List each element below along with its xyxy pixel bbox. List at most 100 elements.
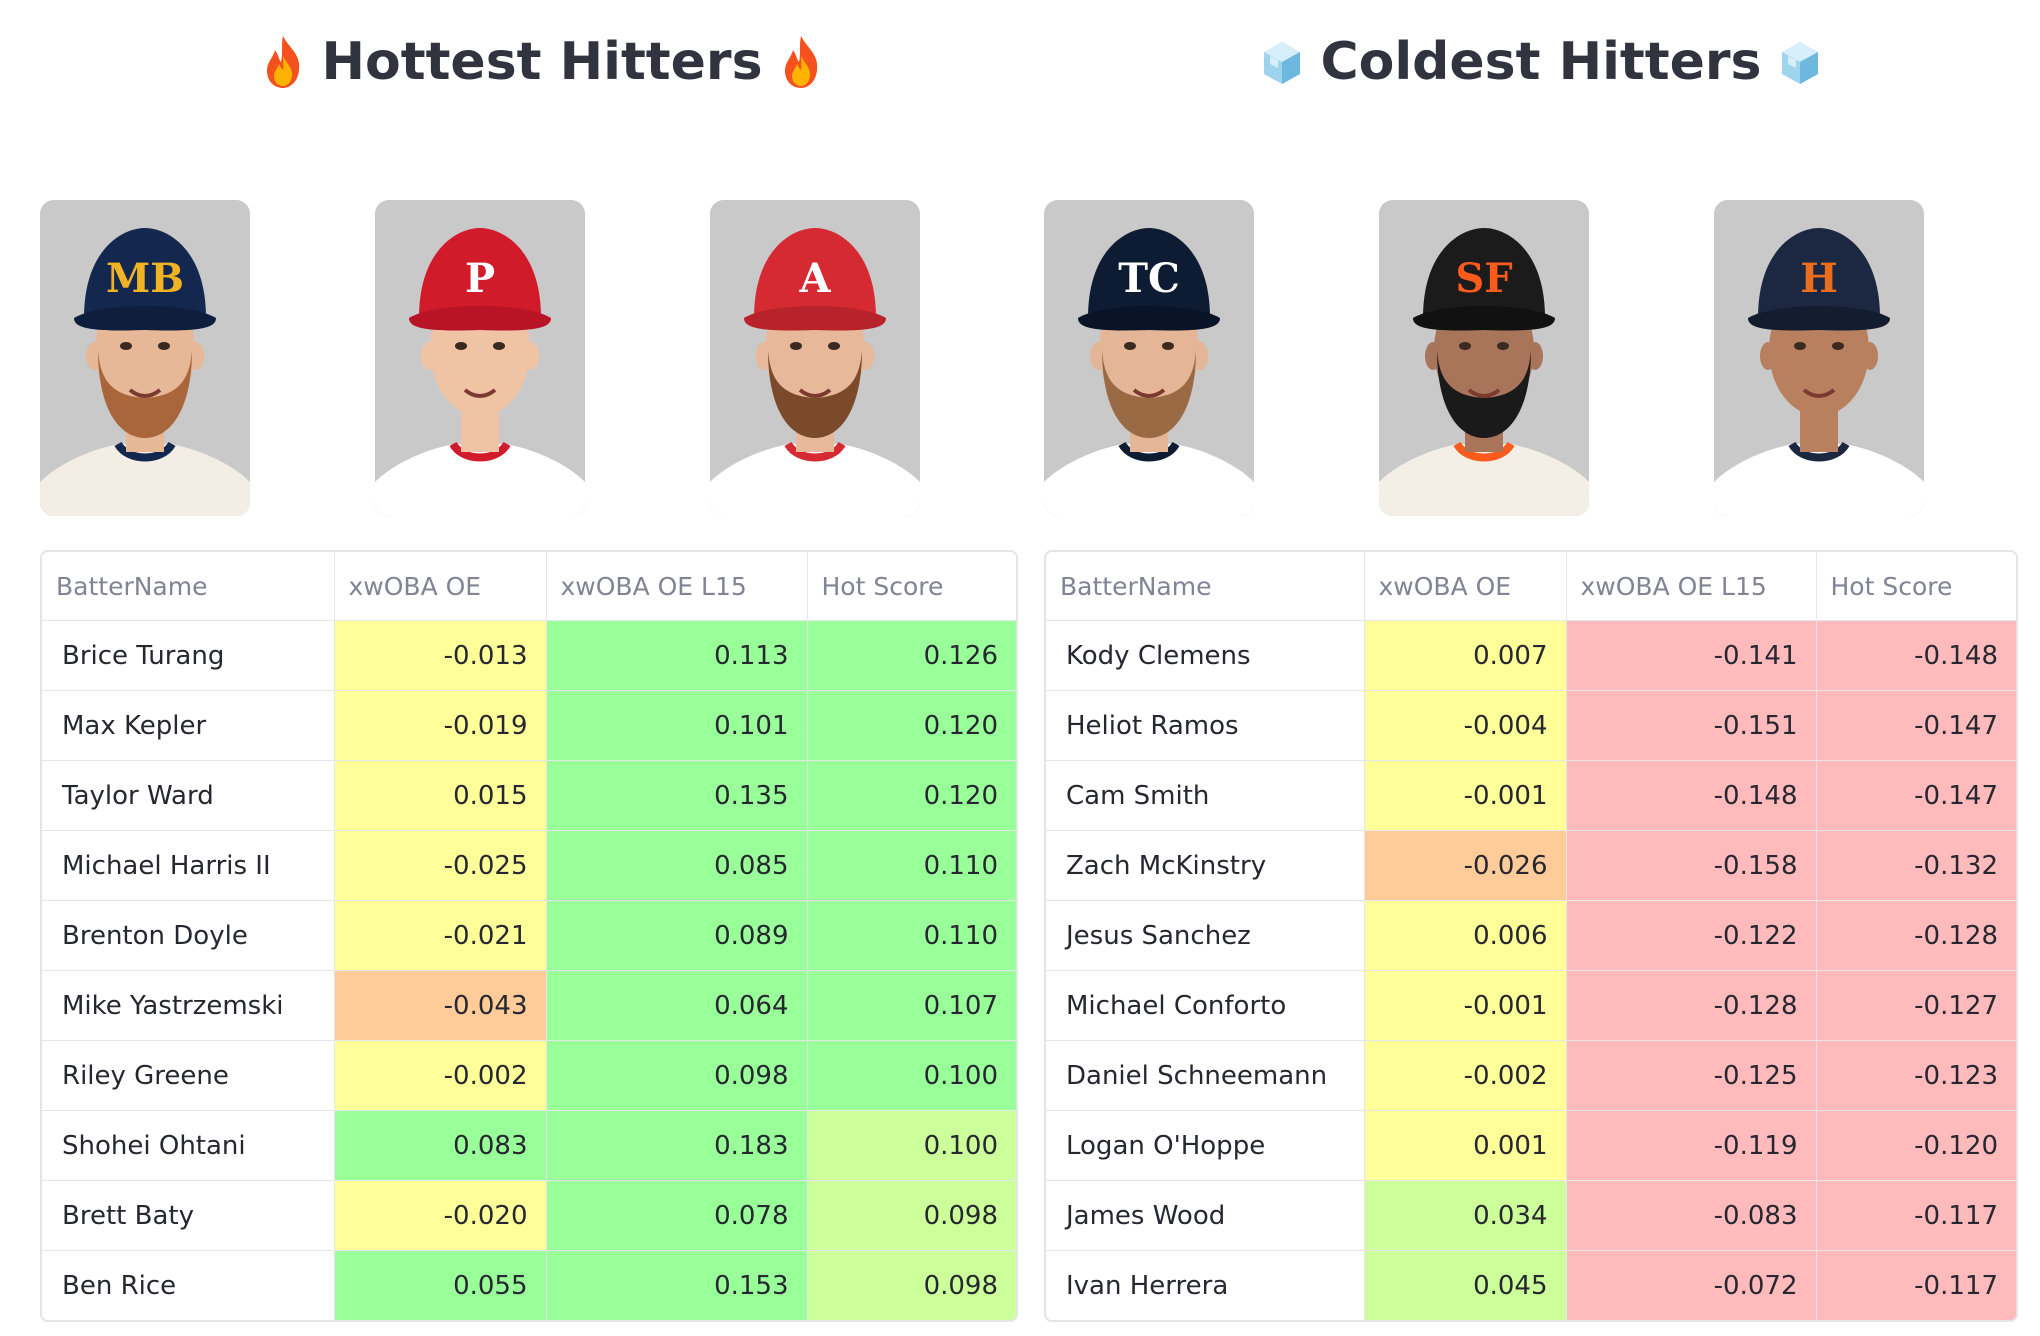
value-cell: -0.025 [334,830,547,901]
player-photo-svg: TC [1044,200,1254,516]
batter-name-cell: Ben Rice [42,1250,335,1320]
player-headshot: TC [1044,200,1254,516]
column-header[interactable]: BatterName [1046,552,1365,621]
value-cell: 0.045 [1364,1250,1567,1320]
value-cell: -0.148 [1566,760,1817,831]
value-cell: -0.151 [1566,690,1817,761]
batter-name-cell: Daniel Schneemann [1046,1040,1365,1111]
value-cell: 0.135 [546,760,808,831]
value-cell: 0.089 [546,900,808,971]
value-cell: -0.141 [1566,620,1817,691]
value-cell: 0.107 [807,970,1016,1041]
table-row[interactable]: Brett Baty -0.020 0.078 0.098 [42,1180,1016,1251]
value-cell: 0.078 [546,1180,808,1251]
batter-name-cell: Kody Clemens [1046,620,1365,691]
player-headshot: SF [1379,200,1589,516]
batter-name-cell: Shohei Ohtani [42,1110,335,1181]
table-row[interactable]: Logan O'Hoppe 0.001 -0.119 -0.120 [1046,1110,2016,1181]
table-row[interactable]: Brice Turang -0.013 0.113 0.126 [42,620,1016,691]
value-cell: -0.119 [1566,1110,1817,1181]
column-header[interactable]: Hot Score [807,552,1016,621]
table-row[interactable]: Max Kepler -0.019 0.101 0.120 [42,690,1016,761]
value-cell: 0.098 [807,1250,1016,1320]
value-cell: 0.126 [807,620,1016,691]
value-cell: -0.128 [1816,900,2016,971]
table-row[interactable]: Taylor Ward 0.015 0.135 0.120 [42,760,1016,831]
value-cell: -0.072 [1566,1250,1817,1320]
column-header[interactable]: xwOBA OE L15 [1566,552,1817,621]
table-row[interactable]: Ivan Herrera 0.045 -0.072 -0.117 [1046,1250,2016,1320]
batter-name-cell: Brice Turang [42,620,335,691]
value-cell: -0.001 [1364,970,1567,1041]
value-cell: -0.128 [1566,970,1817,1041]
value-cell: -0.026 [1364,830,1567,901]
table-row[interactable]: James Wood 0.034 -0.083 -0.117 [1046,1180,2016,1251]
value-cell: 0.064 [546,970,808,1041]
batter-name-cell: Riley Greene [42,1040,335,1111]
table-row[interactable]: Heliot Ramos -0.004 -0.151 -0.147 [1046,690,2016,761]
value-cell: -0.083 [1566,1180,1817,1251]
player-headshot: A [710,200,920,516]
batter-name-cell: Cam Smith [1046,760,1365,831]
table-row[interactable]: Riley Greene -0.002 0.098 0.100 [42,1040,1016,1111]
table-row[interactable]: Shohei Ohtani 0.083 0.183 0.100 [42,1110,1016,1181]
coldest-hitters-heading: Coldest Hitters [1044,32,2038,92]
hottest-hitters-heading: Hottest Hitters [40,32,1044,92]
column-header[interactable]: xwOBA OE [1364,552,1567,621]
value-cell: -0.122 [1566,900,1817,971]
table-row[interactable]: Jesus Sanchez 0.006 -0.122 -0.128 [1046,900,2016,971]
value-cell: -0.120 [1816,1110,2016,1181]
player-photo-svg: A [710,200,920,516]
player-headshot: MB [40,200,250,516]
column-header[interactable]: xwOBA OE L15 [546,552,808,621]
value-cell: 0.034 [1364,1180,1567,1251]
batter-name-cell: Heliot Ramos [1046,690,1365,761]
hottest-hitters-title: Hottest Hitters [321,32,763,92]
value-cell: -0.158 [1566,830,1817,901]
batter-name-cell: Max Kepler [42,690,335,761]
value-cell: 0.100 [807,1040,1016,1111]
player-headshot: H [1714,200,1924,516]
table-row[interactable]: Mike Yastrzemski -0.043 0.064 0.107 [42,970,1016,1041]
value-cell: 0.085 [546,830,808,901]
batter-name-cell: Taylor Ward [42,760,335,831]
value-cell: -0.147 [1816,760,2016,831]
table-row[interactable]: Kody Clemens 0.007 -0.141 -0.148 [1046,620,2016,691]
table-row[interactable]: Michael Conforto -0.001 -0.128 -0.127 [1046,970,2016,1041]
column-header[interactable]: Hot Score [1816,552,2016,621]
batter-name-cell: James Wood [1046,1180,1365,1251]
column-header[interactable]: xwOBA OE [334,552,547,621]
value-cell: -0.147 [1816,690,2016,761]
fire-icon [259,34,307,90]
value-cell: -0.021 [334,900,547,971]
value-cell: 0.110 [807,900,1016,971]
batter-name-cell: Brett Baty [42,1180,335,1251]
coldest-hitters-table[interactable]: BatterName xwOBA OE xwOBA OE L15 Hot Score … [1044,550,2018,1322]
table-row[interactable]: Michael Harris II -0.025 0.085 0.110 [42,830,1016,901]
column-header[interactable]: BatterName [42,552,335,621]
value-cell: 0.001 [1364,1110,1567,1181]
table-row[interactable]: Daniel Schneemann -0.002 -0.125 -0.123 [1046,1040,2016,1111]
value-cell: -0.020 [334,1180,547,1251]
table-row[interactable]: Zach McKinstry -0.026 -0.158 -0.132 [1046,830,2016,901]
batter-name-cell: Brenton Doyle [42,900,335,971]
batter-name-cell: Logan O'Hoppe [1046,1110,1365,1181]
value-cell: 0.055 [334,1250,547,1320]
value-cell: 0.101 [546,690,808,761]
value-cell: -0.001 [1364,760,1567,831]
batter-name-cell: Michael Harris II [42,830,335,901]
player-photo-svg: SF [1379,200,1589,516]
ice-cube-icon [1258,34,1306,90]
hottest-hitters-table[interactable]: BatterName xwOBA OE xwOBA OE L15 Hot Score … [40,550,1018,1322]
svg-text:TC: TC [1118,255,1180,302]
batter-name-cell: Michael Conforto [1046,970,1365,1041]
value-cell: -0.002 [1364,1040,1567,1111]
value-cell: -0.043 [334,970,547,1041]
table-row[interactable]: Cam Smith -0.001 -0.148 -0.147 [1046,760,2016,831]
value-cell: -0.019 [334,690,547,761]
value-cell: 0.100 [807,1110,1016,1181]
value-cell: -0.127 [1816,970,2016,1041]
table-row[interactable]: Brenton Doyle -0.021 0.089 0.110 [42,900,1016,971]
player-photo-svg: P [375,200,585,516]
table-row[interactable]: Ben Rice 0.055 0.153 0.098 [42,1250,1016,1320]
